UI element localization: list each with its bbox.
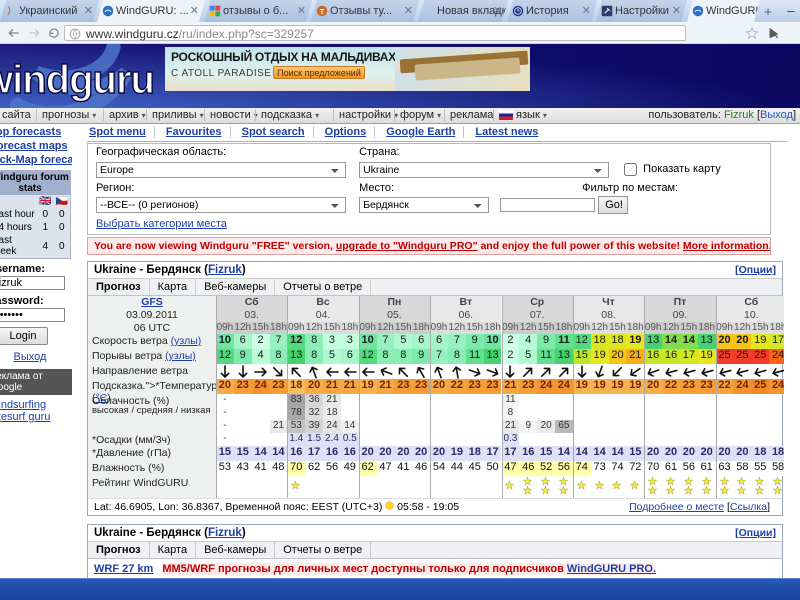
svg-text:T: T <box>320 7 325 16</box>
